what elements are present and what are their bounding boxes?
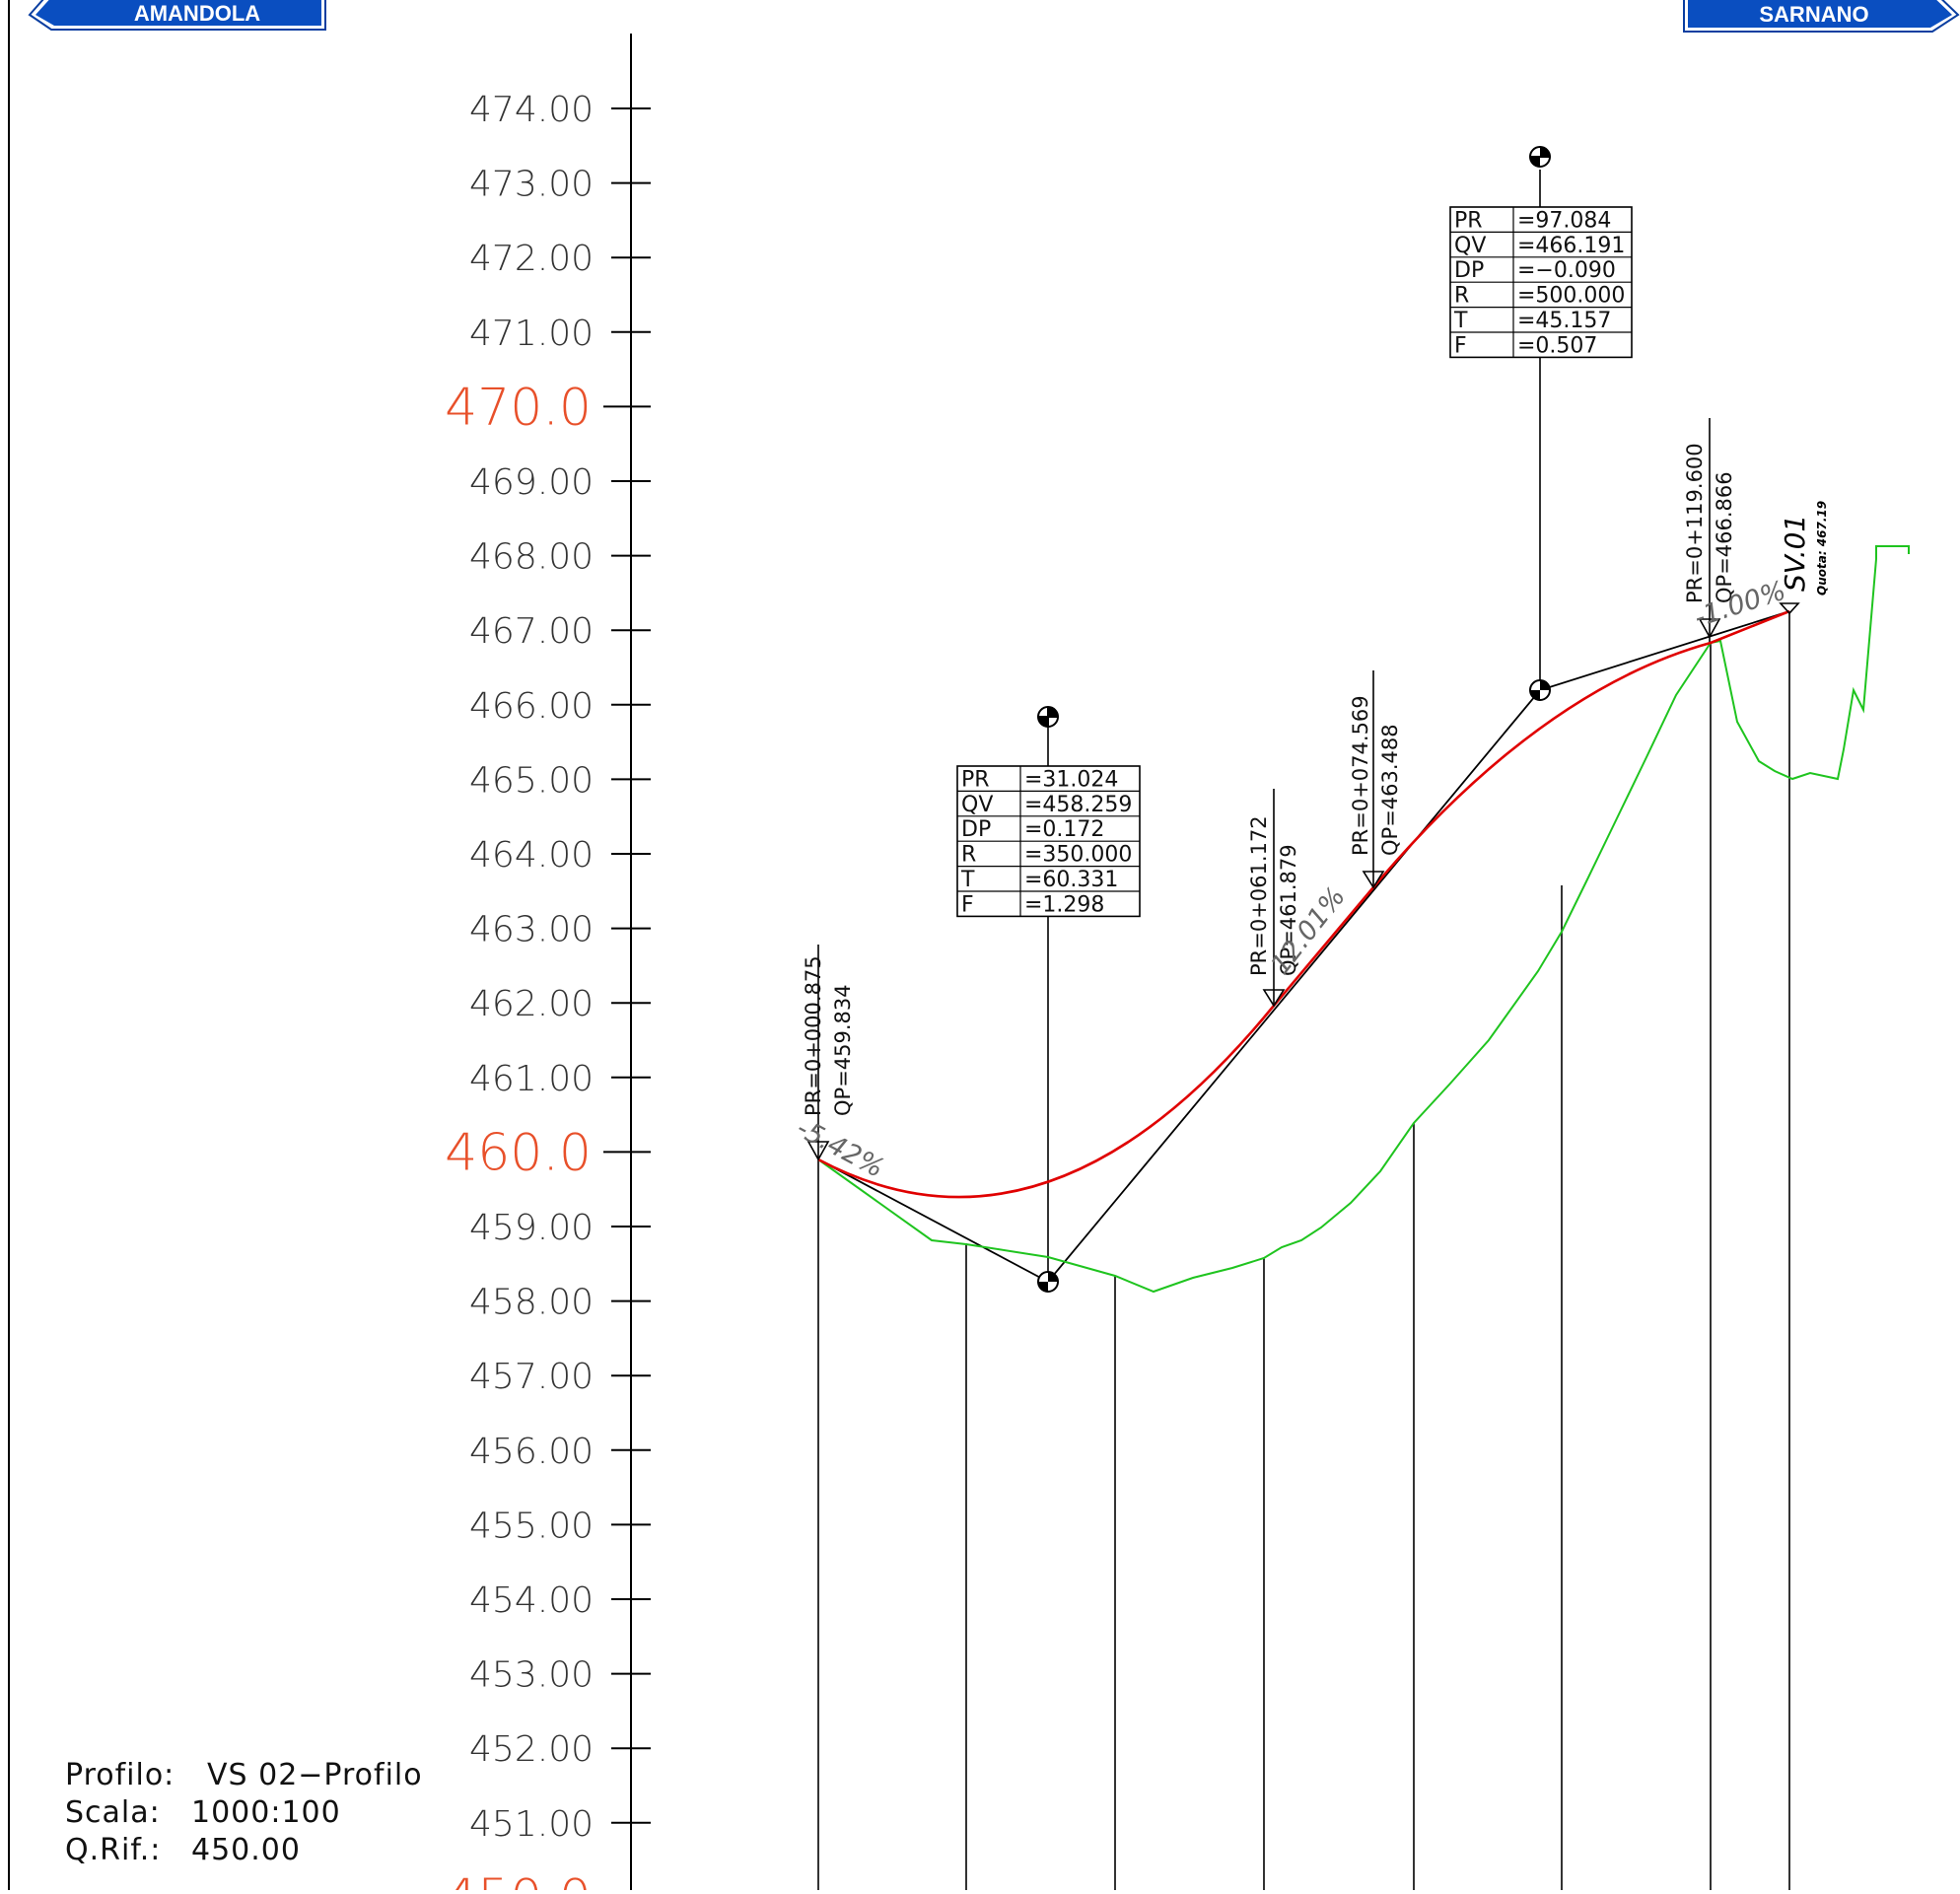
- y-tick-label: 469.00: [469, 462, 594, 503]
- station-qp: QP=466.866: [1713, 471, 1736, 603]
- profilo-label: Profilo:: [65, 1758, 175, 1792]
- y-tick-label: 456.00: [469, 1432, 594, 1472]
- vertex-table-value: =60.331: [1024, 868, 1118, 892]
- station-pr: PR=0+061.172: [1247, 815, 1271, 976]
- vertex-table-value: =−0.090: [1517, 258, 1616, 283]
- station-lines: [817, 611, 1790, 1890]
- y-tick-label: 461.00: [469, 1059, 594, 1099]
- scala-value: 1000:100: [191, 1795, 341, 1830]
- vertex-marker-2: [1529, 146, 1551, 701]
- tangent-polyline: [817, 610, 1790, 1284]
- vertex-table-key: PR: [961, 767, 990, 792]
- station-qp: QP=461.879: [1277, 844, 1300, 976]
- station-label-4: PR=0+119.600 QP=466.866: [1683, 443, 1736, 603]
- vertex-table-value: =500.000: [1517, 284, 1625, 309]
- profilo-value: VS 02−Profilo: [207, 1758, 423, 1792]
- y-tick-label: 464.00: [469, 835, 594, 876]
- y-tick-label: 457.00: [469, 1357, 594, 1397]
- slope-label-1: -5.42%: [792, 1113, 889, 1184]
- y-tick-label-major: 450.0: [445, 1868, 592, 1890]
- station-pr: PR=0+000.875: [802, 955, 825, 1116]
- sign-sarnano-text: SARNANO: [1759, 2, 1868, 27]
- station-triangle: [1698, 618, 1721, 639]
- vertex-table-key: T: [1453, 309, 1468, 333]
- y-tick-label-major: 470.0: [445, 378, 592, 437]
- station-qp: QP=459.834: [831, 984, 855, 1116]
- y-tick-label: 468.00: [469, 537, 594, 578]
- y-tick-label-major: 460.0: [445, 1123, 592, 1182]
- y-tick-label: 471.00: [469, 314, 594, 354]
- vertex-table-key: F: [961, 892, 974, 917]
- sign-sarnano: SARNANO: [1683, 0, 1960, 33]
- vertex-table-value: =458.259: [1024, 793, 1132, 817]
- y-tick-label: 463.00: [469, 910, 594, 950]
- survey-point: SV.01 Quota: 467.19: [1779, 501, 1829, 596]
- y-tick-label: 452.00: [469, 1729, 594, 1770]
- y-tick-label: 472.00: [469, 239, 594, 279]
- vertex-table-key: DP: [961, 817, 991, 842]
- station-label-2: PR=0+061.172 QP=461.879: [1247, 815, 1300, 976]
- vertex-table-1: PR =31.024 QV =458.259 DP =0.172 R =350.000 T =60…: [956, 765, 1141, 917]
- vertex-table-value: =31.024: [1024, 767, 1118, 792]
- station-pr: PR=0+074.569: [1349, 695, 1372, 856]
- scala-label: Scala:: [65, 1795, 161, 1830]
- vertex-table-value: =0.507: [1517, 333, 1597, 358]
- station-label-3: PR=0+074.569 QP=463.488: [1349, 695, 1402, 856]
- vertex-table-key: R: [1454, 284, 1469, 309]
- qrif-label: Q.Rif.:: [65, 1833, 161, 1867]
- vertex-table-key: T: [960, 868, 975, 892]
- y-tick-label: 467.00: [469, 611, 594, 652]
- vertex-table-value: =466.191: [1517, 234, 1625, 258]
- vertex-table-key: R: [961, 843, 976, 868]
- survey-point-quota: Quota: 467.19: [1815, 501, 1829, 596]
- survey-point-label: SV.01: [1779, 515, 1811, 592]
- y-tick-label: 458.00: [469, 1283, 594, 1323]
- vertex-table-value: =1.298: [1024, 892, 1104, 917]
- station-pr: PR=0+119.600: [1683, 443, 1707, 603]
- terrain-line: [817, 545, 1910, 1294]
- y-tick-label: 454.00: [469, 1580, 594, 1621]
- y-tick-label: 473.00: [469, 165, 594, 205]
- station-triangle: [1262, 989, 1286, 1008]
- vertex-table-value: =97.084: [1517, 208, 1611, 233]
- y-tick-label: 465.00: [469, 760, 594, 801]
- vertex-table-key: DP: [1454, 258, 1484, 283]
- vertex-marker-1: [1037, 706, 1059, 1293]
- y-tick-label: 459.00: [469, 1208, 594, 1248]
- station-triangle: [806, 1141, 830, 1161]
- y-tick-label: 451.00: [469, 1804, 594, 1845]
- y-tick-label: 474.00: [469, 90, 594, 130]
- vertex-leaders: [817, 170, 1711, 1282]
- vertex-table-key: F: [1454, 333, 1467, 358]
- profile-info: Profilo: VS 02−Profilo Scala: 1000:100 Q…: [65, 1758, 423, 1867]
- y-tick-label: 453.00: [469, 1655, 594, 1696]
- vertex-table-value: =0.172: [1024, 817, 1104, 842]
- y-tick-label: 462.00: [469, 984, 594, 1024]
- vertex-table-key: QV: [961, 793, 993, 817]
- vertex-table-key: QV: [1454, 234, 1486, 258]
- vertex-table-2: PR =97.084 QV =466.191 DP =−0.090 R =500.000 T =4…: [1449, 206, 1633, 358]
- vertex-table-value: =350.000: [1024, 843, 1132, 868]
- y-tick-label: 455.00: [469, 1506, 594, 1546]
- y-axis-ticks: 474.00 473.00 472.00 471.00 470.0 469.00 468.0…: [445, 90, 651, 1894]
- station-triangle: [1779, 602, 1800, 615]
- station-label-1: PR=0+000.875 QP=459.834: [802, 955, 855, 1116]
- sign-amandola-text: AMANDOLA: [134, 1, 260, 26]
- y-tick-label: 466.00: [469, 686, 594, 727]
- station-qp: QP=463.488: [1378, 724, 1402, 856]
- station-triangle: [1362, 871, 1385, 889]
- sign-amandola: AMANDOLA: [28, 0, 326, 31]
- vertex-table-value: =45.157: [1517, 309, 1611, 333]
- qrif-value: 450.00: [191, 1833, 301, 1867]
- vertex-table-key: PR: [1454, 208, 1483, 233]
- station-markers: [806, 602, 1800, 1161]
